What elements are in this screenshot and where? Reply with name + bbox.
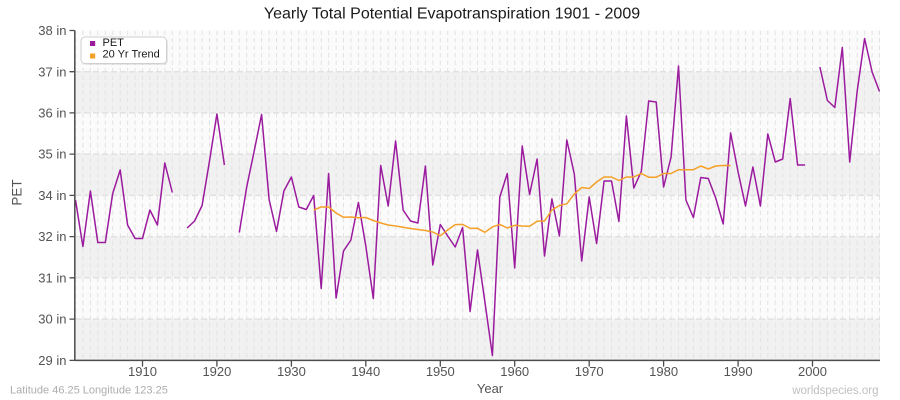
svg-text:32 in: 32 in — [38, 229, 66, 244]
svg-text:worldspecies.org: worldspecies.org — [791, 385, 878, 397]
svg-text:1940: 1940 — [351, 364, 380, 379]
svg-text:1960: 1960 — [500, 364, 529, 379]
svg-text:Latitude 46.25 Longitude 123.2: Latitude 46.25 Longitude 123.25 — [10, 385, 168, 397]
svg-text:31 in: 31 in — [38, 270, 66, 285]
svg-text:29 in: 29 in — [38, 353, 66, 368]
svg-text:35 in: 35 in — [38, 147, 66, 162]
svg-text:1970: 1970 — [575, 364, 604, 379]
svg-text:1930: 1930 — [277, 364, 306, 379]
svg-text:34 in: 34 in — [38, 188, 66, 203]
svg-text:1990: 1990 — [724, 364, 753, 379]
svg-text:PET: PET — [10, 179, 25, 205]
svg-text:PET: PET — [103, 37, 125, 49]
svg-text:36 in: 36 in — [38, 106, 66, 121]
svg-text:Year: Year — [477, 381, 504, 396]
svg-text:1910: 1910 — [128, 364, 157, 379]
svg-text:2000: 2000 — [798, 364, 827, 379]
svg-text:Yearly Total Potential Evapotr: Yearly Total Potential Evapotranspiratio… — [264, 6, 640, 23]
svg-text:1950: 1950 — [426, 364, 455, 379]
svg-text:1920: 1920 — [202, 364, 231, 379]
svg-text:1980: 1980 — [649, 364, 678, 379]
svg-text:38 in: 38 in — [38, 23, 66, 38]
svg-text:37 in: 37 in — [38, 64, 66, 79]
svg-text:20 Yr Trend: 20 Yr Trend — [103, 48, 160, 60]
svg-text:30 in: 30 in — [38, 312, 66, 327]
